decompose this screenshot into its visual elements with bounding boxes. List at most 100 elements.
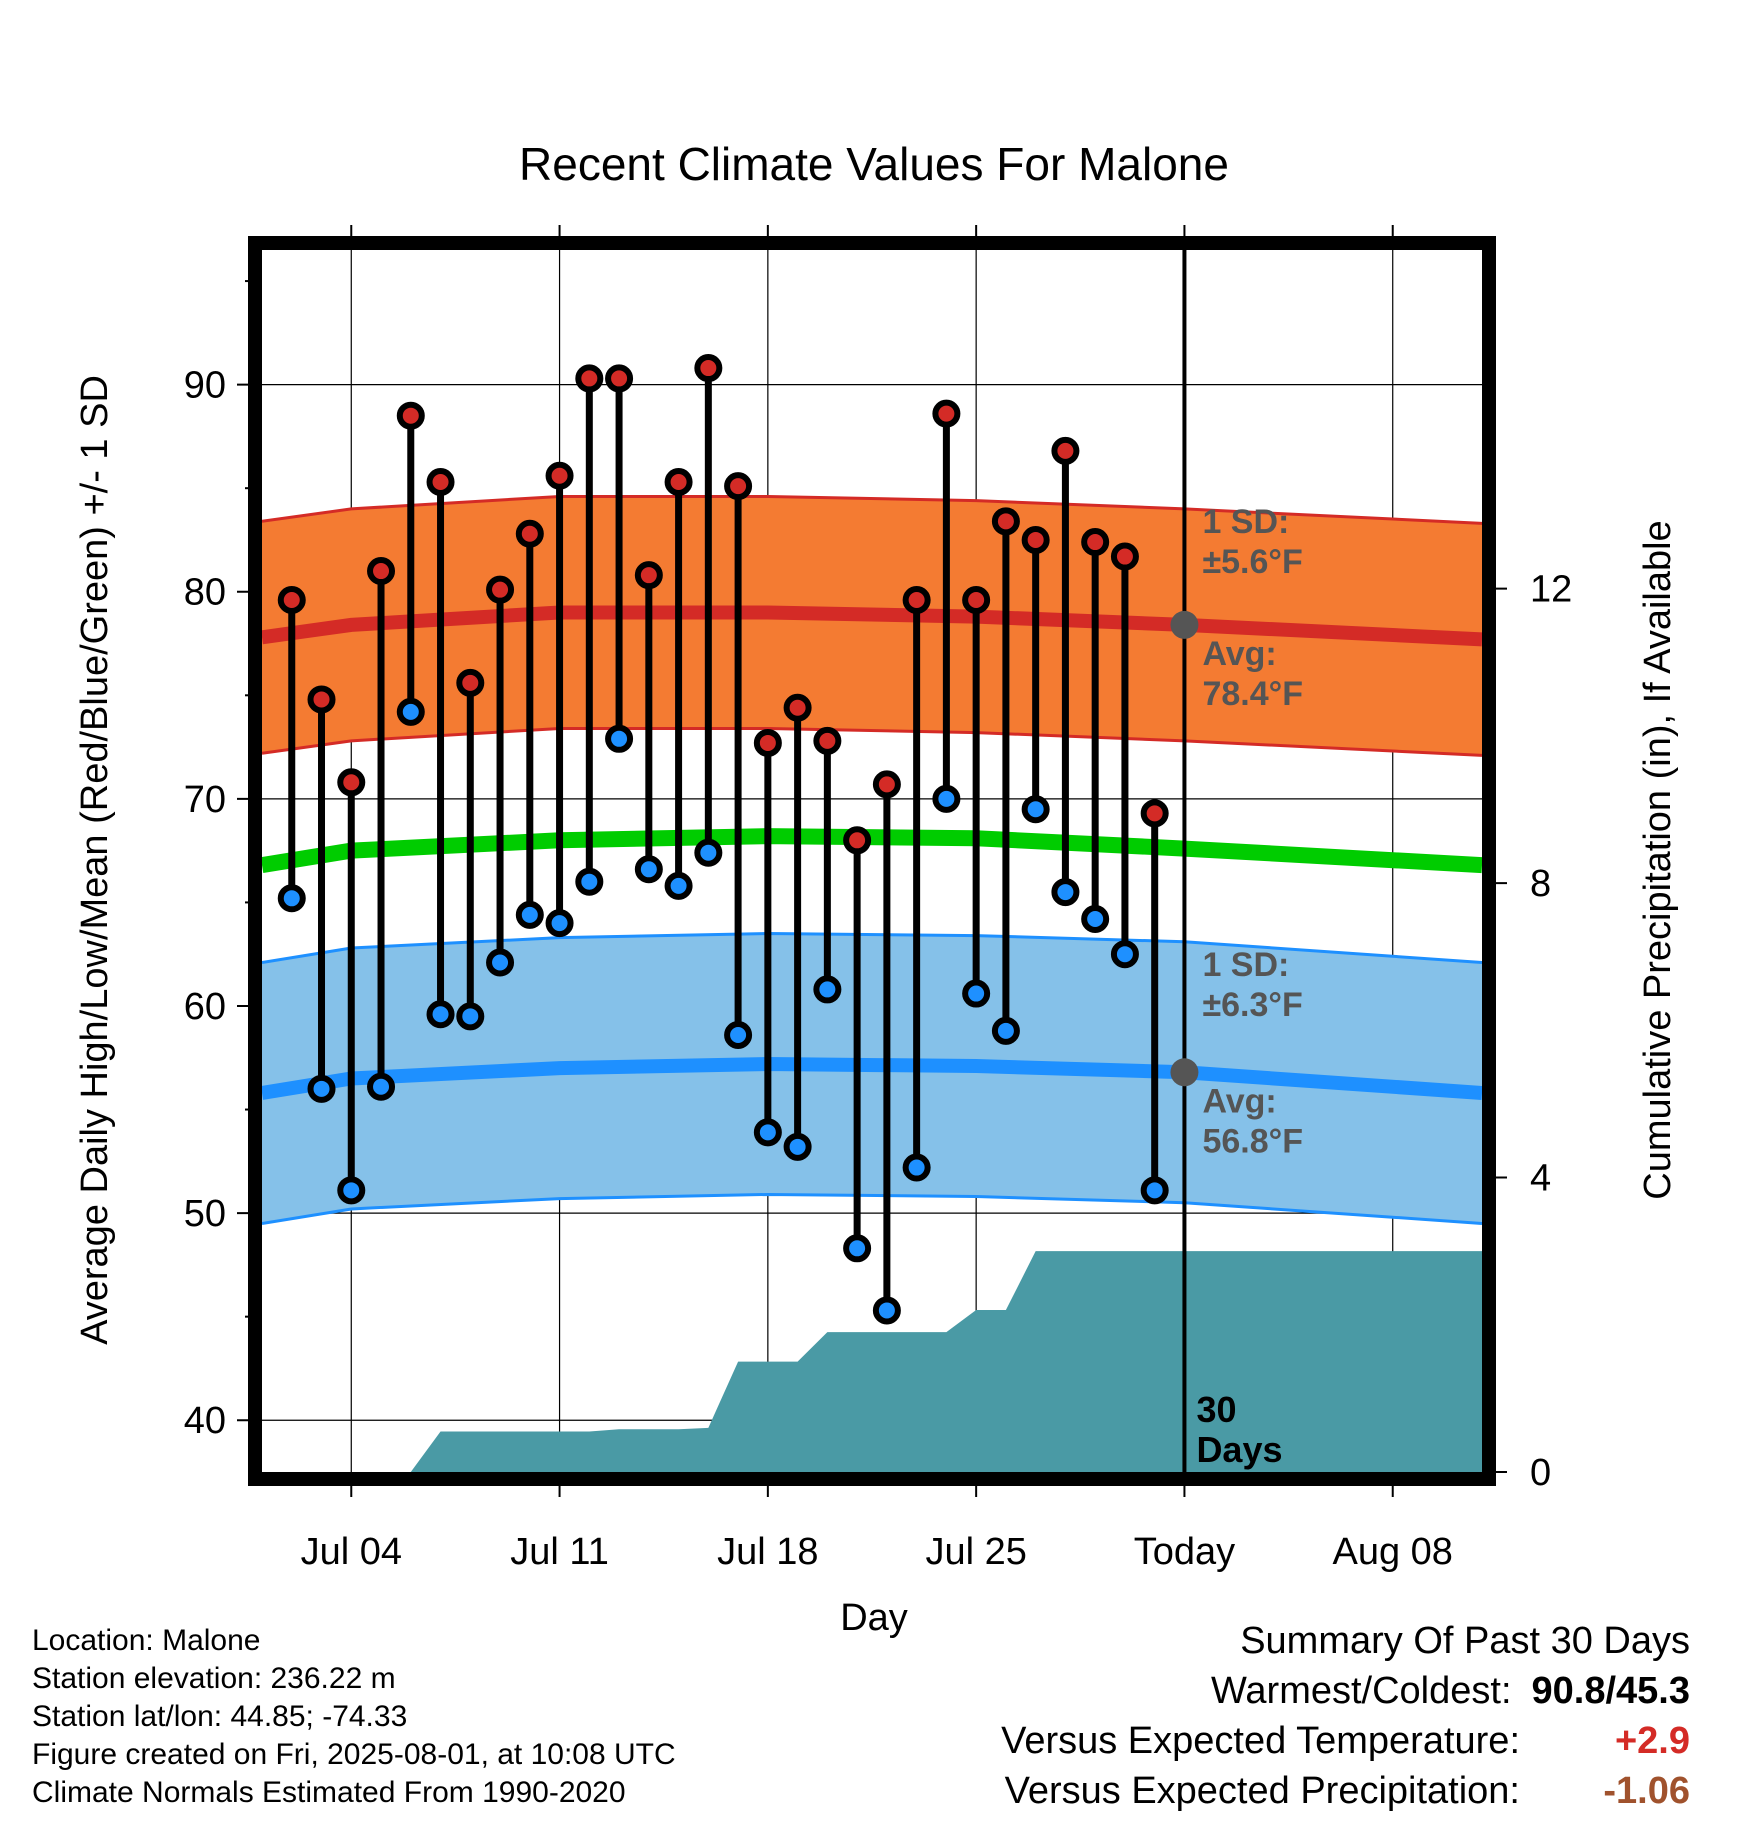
daily-high-point	[991, 507, 1020, 536]
daily-high-point	[1081, 528, 1110, 557]
daily-low-point	[545, 909, 574, 938]
daily-high-point	[396, 401, 425, 430]
daily-low-point	[307, 1074, 336, 1103]
daily-low-point	[515, 900, 544, 929]
daily-low-point	[367, 1072, 396, 1101]
daily-high-point	[307, 685, 336, 714]
daily-low-point	[1021, 795, 1050, 824]
y-tick-label: 60	[184, 986, 226, 1028]
daily-low-point	[843, 1234, 872, 1263]
y-tick-label: 90	[184, 365, 226, 407]
daily-low-point	[1110, 940, 1139, 969]
daily-high-point	[1110, 542, 1139, 571]
high-sd-value: ±5.6°F	[1202, 543, 1302, 581]
daily-high-point	[872, 770, 901, 799]
x-tick-label: Jul 11	[510, 1531, 609, 1573]
daily-low-point	[605, 724, 634, 753]
days-count-label: 30	[1196, 1389, 1236, 1430]
temp-label: Versus Expected Temperature:	[1001, 1720, 1520, 1762]
daily-high-point	[962, 586, 991, 615]
low-sd-value: ±6.3°F	[1202, 986, 1302, 1024]
daily-high-point	[545, 461, 574, 490]
x-tick-label: Jul 18	[717, 1531, 818, 1573]
x-tick-label: Jul 25	[925, 1531, 1026, 1573]
daily-high-point	[367, 557, 396, 586]
y-tick-label: 40	[184, 1400, 226, 1442]
daily-low-point	[664, 871, 693, 900]
summary-panel: Summary Of Past 30 Days Warmest/Coldest:…	[1001, 1616, 1690, 1816]
y-tick-label: 80	[184, 572, 226, 614]
elevation-text: Station elevation: 236.22 m	[32, 1662, 396, 1695]
daily-low-point	[486, 948, 515, 977]
chart-title: Recent Climate Values For Malone	[519, 138, 1229, 190]
daily-high-point	[1051, 436, 1080, 465]
daily-high-point	[753, 728, 782, 757]
station-info: Location: Malone Station elevation: 236.…	[32, 1622, 676, 1812]
daily-high-point	[1021, 525, 1050, 554]
warmest-label: Warmest/Coldest:	[1210, 1670, 1512, 1712]
daily-high-point	[694, 354, 723, 383]
daily-low-point	[396, 697, 425, 726]
x-tick-label: Aug 08	[1333, 1531, 1453, 1573]
daily-low-point	[337, 1176, 366, 1205]
daily-low-point	[575, 867, 604, 896]
daily-low-point	[783, 1132, 812, 1161]
high-sd-label: 1 SD:	[1202, 503, 1289, 541]
daily-high-point	[843, 826, 872, 855]
daily-low-point	[1051, 878, 1080, 907]
daily-low-point	[753, 1118, 782, 1147]
daily-high-point	[575, 364, 604, 393]
daily-low-point	[634, 855, 663, 884]
low-avg-label: Avg:	[1202, 1082, 1276, 1120]
daily-high-point	[277, 586, 306, 615]
daily-high-point	[426, 467, 455, 496]
daily-low-point	[902, 1153, 931, 1182]
summary-title: Summary Of Past 30 Days	[1240, 1620, 1690, 1662]
daily-low-point	[694, 838, 723, 867]
y2-axis-label: Cumulative Precipitation (in), If Availa…	[1637, 520, 1679, 1199]
summary-temp-row: Versus Expected Temperature: +2.9	[1001, 1716, 1690, 1766]
daily-high-point	[634, 561, 663, 590]
y-tick-label: 50	[184, 1193, 226, 1235]
precip-value: -1.06	[1603, 1770, 1690, 1812]
y-axis-label: Average Daily High/Low/Mean (Red/Blue/Gr…	[74, 375, 116, 1345]
today-high-avg-marker	[1170, 610, 1199, 639]
warmest-value: 90.8/45.3	[1531, 1670, 1690, 1712]
plot-frame	[248, 236, 1496, 1486]
summary-precip-row: Versus Expected Precipitation: -1.06	[1001, 1766, 1690, 1816]
plot-area	[262, 250, 1482, 1472]
high-avg-value: 78.4°F	[1202, 675, 1303, 713]
daily-high-point	[486, 575, 515, 604]
latlon-text: Station lat/lon: 44.85; -74.33	[32, 1700, 408, 1733]
daily-high-point	[337, 768, 366, 797]
daily-high-point	[783, 693, 812, 722]
location-text: Location: Malone	[32, 1624, 261, 1657]
daily-low-point	[277, 884, 306, 913]
x-axis-label: Day	[840, 1597, 908, 1639]
summary-warmest-row: Warmest/Coldest: 90.8/45.3	[1001, 1666, 1690, 1716]
daily-high-point	[456, 668, 485, 697]
y-tick-label: 70	[184, 779, 226, 821]
daily-low-point	[1081, 904, 1110, 933]
daily-low-point	[426, 1000, 455, 1029]
precipitation-area	[262, 1251, 1482, 1472]
low-sd-label: 1 SD:	[1202, 946, 1289, 984]
low-sd-band	[262, 933, 1482, 1224]
daily-low-point	[813, 975, 842, 1004]
daily-high-point	[1140, 799, 1169, 828]
daily-low-point	[872, 1296, 901, 1325]
y2-tick-label: 8	[1530, 863, 1551, 905]
daily-low-point	[456, 1002, 485, 1031]
x-tick-label: Jul 04	[301, 1531, 402, 1573]
high-sd-band	[262, 496, 1482, 756]
today-low-avg-marker	[1170, 1058, 1199, 1087]
daily-low-point	[932, 784, 961, 813]
daily-high-point	[813, 726, 842, 755]
daily-low-point	[1140, 1176, 1169, 1205]
created-text: Figure created on Fri, 2025-08-01, at 10…	[32, 1738, 676, 1771]
days-unit-label: Days	[1196, 1429, 1282, 1470]
daily-low-point	[991, 1016, 1020, 1045]
daily-high-point	[515, 519, 544, 548]
low-avg-value: 56.8°F	[1202, 1122, 1303, 1160]
